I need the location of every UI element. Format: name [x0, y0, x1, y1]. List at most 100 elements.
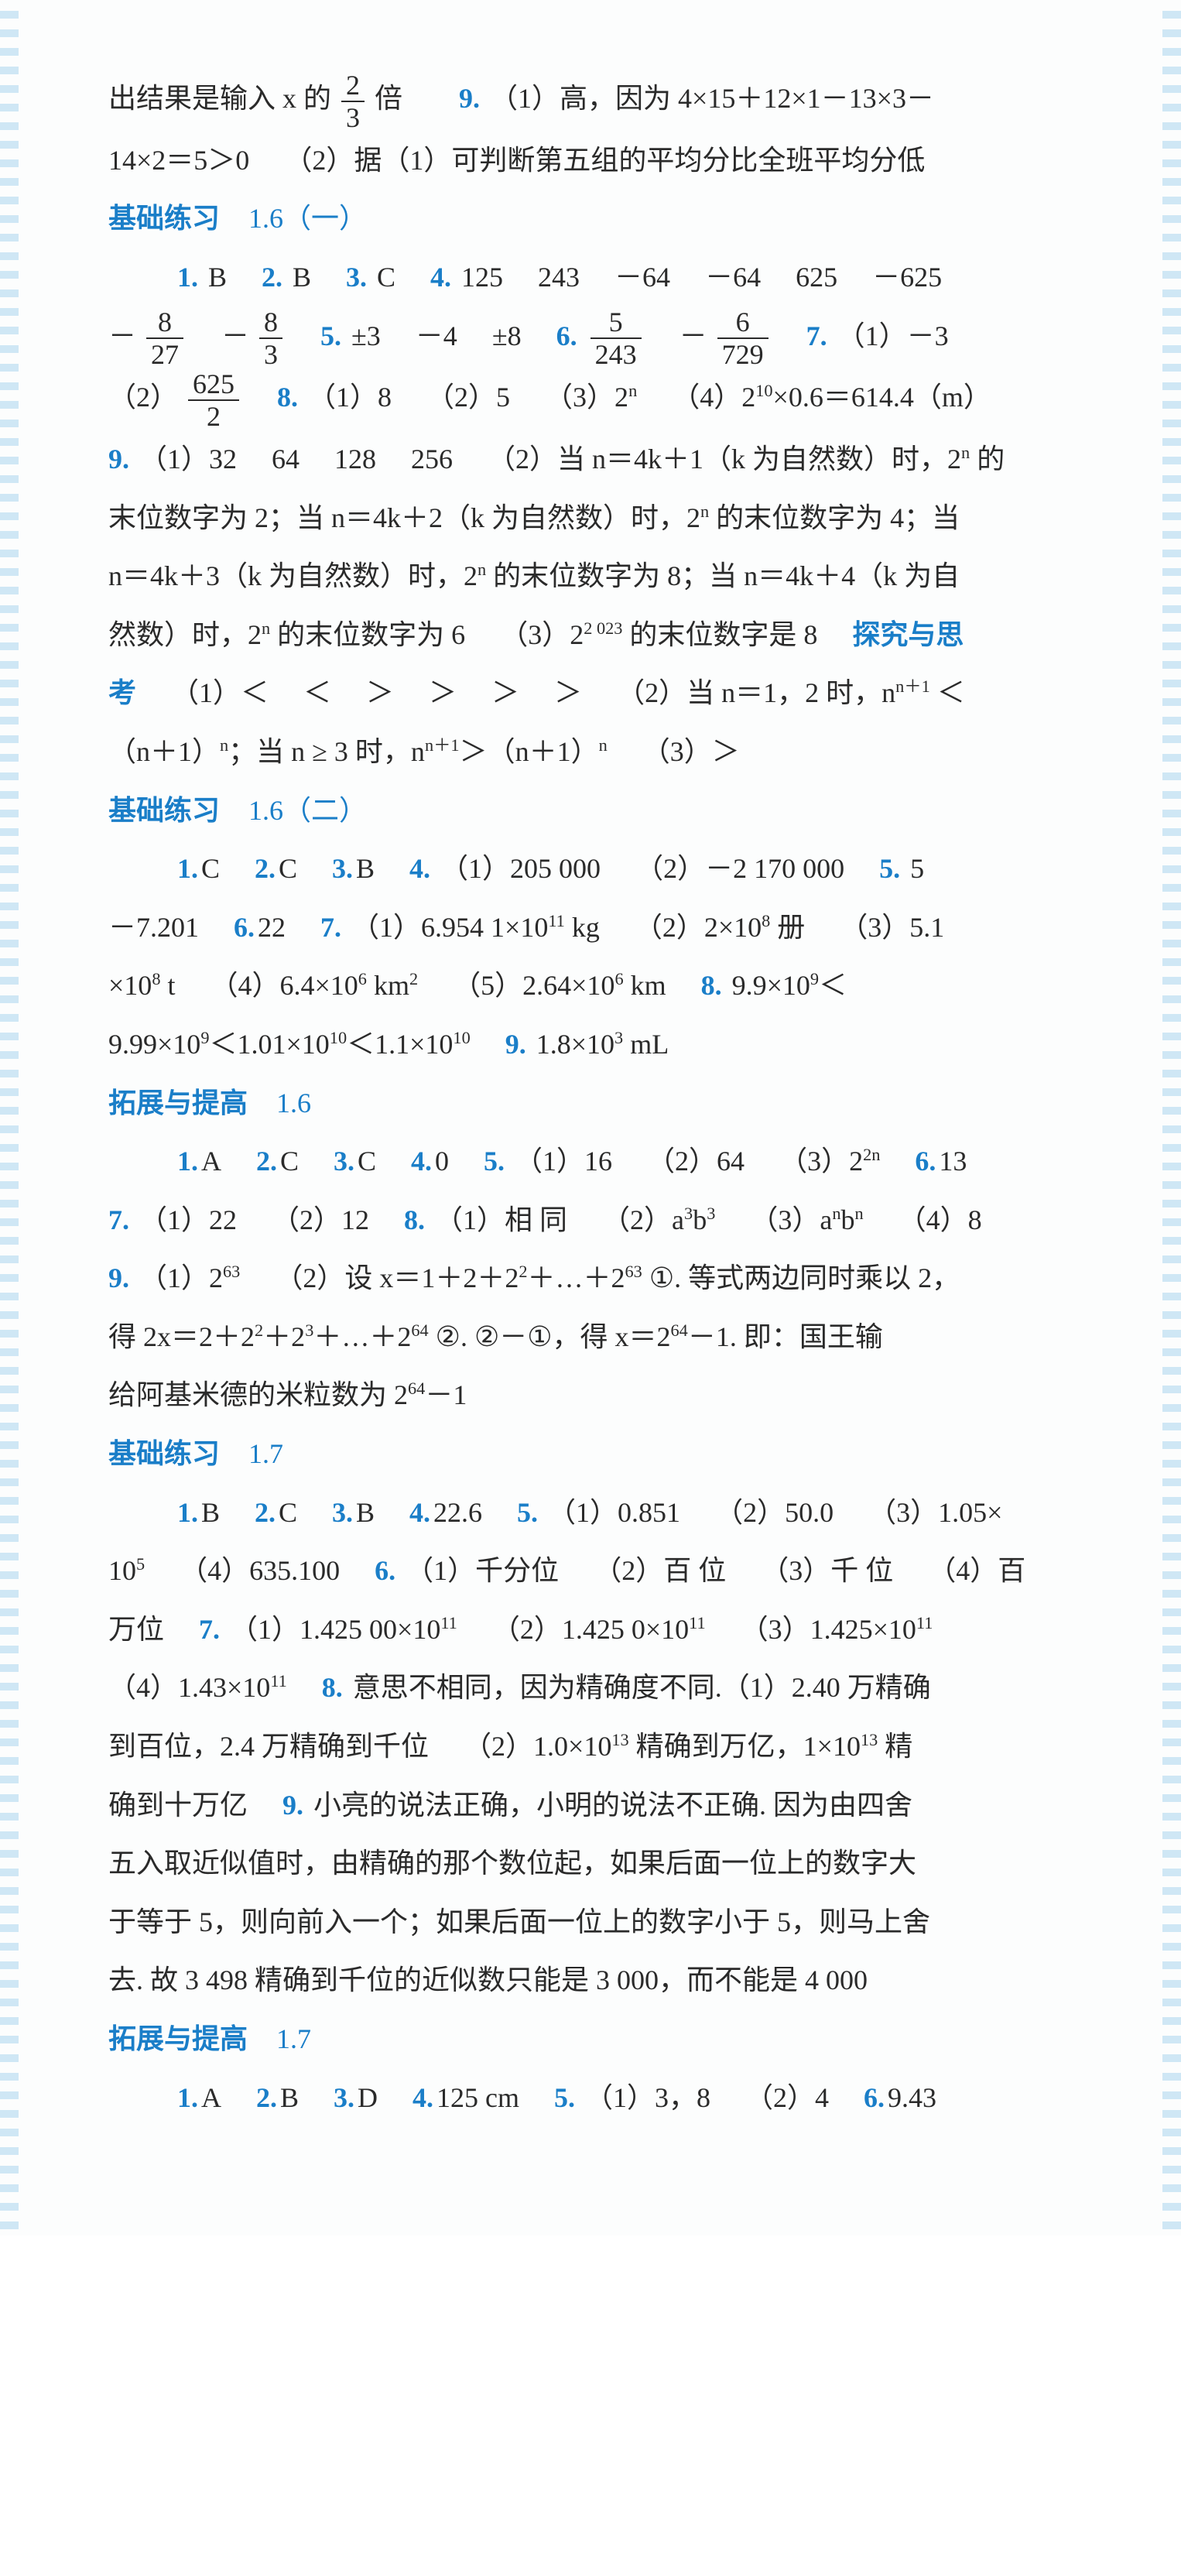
s17-a5-3: （3）1.05×	[868, 1497, 1002, 1528]
neg1: －	[108, 320, 136, 351]
s17-a8c-sup2: 13	[861, 1730, 878, 1749]
s17-q1: 1.	[177, 1497, 198, 1528]
s16a-a9-2a: （2）当 n＝4k＋1（k 为自然数）时，2	[488, 444, 961, 474]
ex2b-sup: n	[220, 735, 228, 755]
s16a-a4-2: －64	[614, 262, 670, 293]
s17-a6-3: （3）千 位	[761, 1555, 893, 1586]
s16a-a6-f1-top: 5	[590, 308, 642, 339]
ext16-a8-3-sup1: n	[832, 1204, 840, 1223]
s16a-a6-f1-bot: 243	[590, 339, 642, 368]
s16a-a9-2a-tail: 的	[970, 444, 1005, 474]
s16a-a2: B	[293, 262, 311, 293]
s16a-f1: 8 27	[146, 308, 183, 368]
s16b-a7-4-unit: km	[367, 970, 409, 1001]
ext16-a9-2b-tail2: －1. 即：国王输	[688, 1321, 883, 1352]
ext17-a5-1: （1）3，8	[585, 2082, 710, 2113]
ext16-a9-1-sup: 63	[223, 1262, 240, 1281]
s17-a8c-sup: 13	[611, 1730, 628, 1749]
s17-a7-4: （4）1.43×10	[108, 1672, 270, 1703]
s17-a2: C	[279, 1497, 297, 1528]
s16b-l2: －7.201 6.22 7. （1）6.954 1×1011 kg （2）2×1…	[108, 899, 1088, 957]
s16b-l3: ×108 t （4）6.4×106 km2 （5）2.64×106 km 8. …	[108, 957, 1088, 1016]
s16a-a4-0: 125	[461, 262, 503, 293]
s16a-l1: 1. B 2. B 3. C 4. 125 243 －64 －64 625 －6…	[108, 248, 1088, 307]
tf-pre: 出结果是输入 x 的	[108, 83, 331, 114]
s16a-q5: 5.	[320, 320, 341, 351]
s17-a5-2: （2）50.0	[715, 1497, 834, 1528]
s16a-a9-2b-tail: 的末位数字为 4；当	[709, 502, 960, 533]
s16a-a7-2-f: 625 2	[188, 370, 239, 430]
ext17-a4: 125 cm	[436, 2082, 519, 2113]
tf-frac: 2 3	[341, 71, 365, 132]
s17-q3: 3.	[332, 1497, 353, 1528]
tf-q9-1b: 14×2＝5＞0	[108, 145, 249, 176]
s16a-f2-top: 8	[259, 308, 282, 339]
s17-q4: 4.	[409, 1497, 430, 1528]
ext16-a9-2c: 给阿基米德的米粒数为 2	[108, 1379, 408, 1410]
s16a-l2: － 8 27 － 8 3 5. ±3 －4 ±8 6. 5 243 － 6 72…	[108, 307, 1088, 369]
s17-a8a: 意思不相同，因为精确度不同.（1）2.40 万精确	[353, 1672, 931, 1703]
s17-l9: 去. 故 3 498 精确到千位的近似数只能是 3 000，而不能是 4 000	[108, 1951, 1088, 2010]
ext16-a3: C	[358, 1146, 376, 1177]
tf-frac-bot: 3	[341, 102, 365, 132]
s17-l5: 到百位，2.4 万精确到千位 （2）1.0×1013 精确到万亿，1×1013 …	[108, 1718, 1088, 1776]
ext16-a9-2a-sup: 2	[519, 1262, 527, 1281]
s16a-explore-a: 探究与思	[852, 619, 964, 650]
s16b-a7-3: （3）5.1	[840, 912, 944, 943]
s17-a3: B	[356, 1497, 375, 1528]
s16b-a7-5-sup: 6	[614, 969, 623, 988]
ext16-a9-1: （1）2	[139, 1262, 223, 1293]
ext17-head-a: 拓展与提高	[108, 2023, 248, 2054]
s16b-a8b-sup2: 10	[330, 1028, 347, 1047]
s17-q2: 2.	[255, 1497, 276, 1528]
s16a-a6-f2: 6 729	[717, 308, 769, 368]
s16a-a7-1: （1）－3	[837, 320, 949, 351]
s16b-a7-5: （5）2.64×10	[453, 970, 614, 1001]
ext16-a7-1: （1）22	[139, 1204, 237, 1235]
ext16-a9-2b: 得 2x＝2＋2	[108, 1321, 255, 1352]
s17-q6: 6.	[375, 1555, 395, 1586]
s16b-l1: 1.C 2.C 3.B 4. （1）205 000 （2）－2 170 000 …	[108, 840, 1088, 899]
s16b-l4: 9.99×109＜1.01×1010＜1.1×1010 9. 1.8×103 m…	[108, 1016, 1088, 1074]
neg3: －	[680, 320, 707, 351]
ext16-a5-1: （1）16	[515, 1146, 612, 1177]
ext17-l1: 1.A 2.B 3.D 4.125 cm 5. （1）3，8 （2）4 6.9.…	[108, 2069, 1088, 2128]
s16a-q9: 9.	[108, 444, 129, 474]
s17-a7-3: （3）1.425×10	[741, 1614, 916, 1645]
s16a-a6-f2-top: 6	[717, 308, 769, 339]
ext16-a8-4: （4）8	[899, 1204, 982, 1235]
s17-a6-2: （2）百 位	[594, 1555, 726, 1586]
ext16-a9-2b-sup: 2	[255, 1321, 263, 1340]
s16a-head-b: 1.6（一）	[248, 203, 367, 234]
s16a-a7-2-pre: （2）	[108, 382, 178, 413]
s17-head: 基础练习 1.7	[108, 1425, 1088, 1484]
s16a-q2: 2.	[262, 262, 282, 293]
ext17-q1: 1.	[177, 2082, 198, 2113]
s16b-q5: 5.	[879, 853, 900, 884]
ext16-a8-2-mid: b	[693, 1204, 707, 1235]
s16b-head-b: 1.6（二）	[248, 795, 367, 826]
s17-a5-3b: 10	[108, 1555, 136, 1586]
s16b-a8b: 9.99×10	[108, 1029, 200, 1060]
ext16-a8-3: （3）a	[750, 1204, 832, 1235]
ext17-q2: 2.	[256, 2082, 277, 2113]
s16b-a9-unit: mL	[623, 1029, 669, 1060]
top-fragment-line1: 出结果是输入 x 的 2 3 倍 9. （1）高，因为 4×15＋12×1－13…	[108, 70, 1088, 132]
s17-a7-3-sup: 11	[916, 1613, 933, 1632]
s17-a9c: 于等于 5，则向前入一个；如果后面一位上的数字小于 5，则马上舍	[108, 1906, 930, 1937]
s16a-l9: （n＋1）n；当 n ≥ 3 时，nn＋1＞（n＋1）n （3）＞	[108, 723, 1088, 782]
ext16-a8-1: （1）相 同	[435, 1204, 567, 1235]
s16b-a8: 9.9×10	[732, 970, 810, 1001]
s16a-f1-bot: 27	[146, 339, 183, 368]
ext16-q7: 7.	[108, 1204, 129, 1235]
tf-frac-top: 2	[341, 71, 365, 102]
page: 出结果是输入 x 的 2 3 倍 9. （1）高，因为 4×15＋12×1－13…	[0, 0, 1181, 2235]
ext16-q2: 2.	[256, 1146, 277, 1177]
s17-q7: 7.	[199, 1614, 220, 1645]
s16a-a8-1: （1）8	[308, 382, 392, 413]
s16a-a7-2-f-top: 625	[188, 370, 239, 401]
s17-a7-2-sup: 11	[689, 1613, 705, 1632]
s16a-a8-2: （2）5	[426, 382, 510, 413]
s16a-a7-2-f-bot: 2	[188, 401, 239, 430]
ext16-a6: 13	[939, 1146, 967, 1177]
